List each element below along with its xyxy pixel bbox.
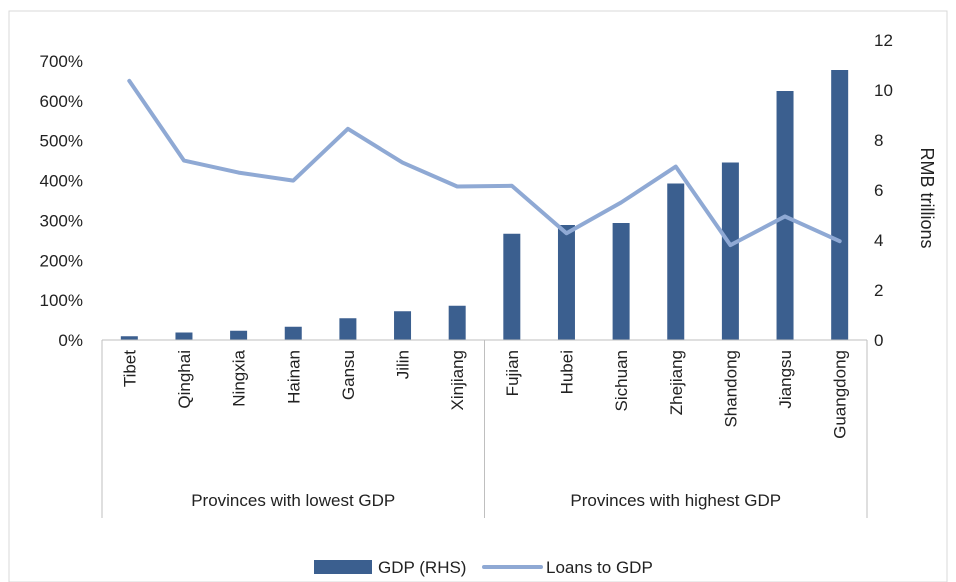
gdp-bar-sichuan xyxy=(612,223,630,340)
plot-area xyxy=(120,70,849,340)
category-label-jilin: Jilin xyxy=(394,350,413,379)
legend: GDP (RHS) Loans to GDP xyxy=(314,558,653,577)
gdp-bar-fujian xyxy=(503,233,521,340)
category-label-qinghai: Qinghai xyxy=(175,350,194,409)
right-tick-label: 2 xyxy=(874,281,883,300)
right-tick-label: 0 xyxy=(874,331,883,350)
left-tick-label: 300% xyxy=(40,211,83,230)
right-tick-label: 8 xyxy=(874,131,883,150)
category-label-guangdong: Guangdong xyxy=(831,350,850,439)
group-label-lowest: Provinces with lowest GDP xyxy=(191,491,395,510)
left-tick-label: 700% xyxy=(40,52,83,71)
left-tick-label: 0% xyxy=(58,331,83,350)
right-tick-label: 6 xyxy=(874,181,883,200)
left-tick-label: 500% xyxy=(40,132,83,151)
gdp-bar-jilin xyxy=(394,311,412,340)
group-label-highest: Provinces with highest GDP xyxy=(570,491,781,510)
right-tick-label: 4 xyxy=(874,231,883,250)
chart-border xyxy=(8,10,948,582)
gdp-bar-shandong xyxy=(721,162,739,340)
category-label-tibet: Tibet xyxy=(120,350,139,387)
loans-to-gdp-line xyxy=(127,78,842,248)
category-label-hainan: Hainan xyxy=(284,350,303,404)
legend-gdp-swatch xyxy=(314,560,372,574)
left-tick-label: 400% xyxy=(40,172,83,191)
left-tick-label: 600% xyxy=(40,92,83,111)
gdp-bar-zhejiang xyxy=(667,183,685,340)
category-label-hubei: Hubei xyxy=(557,350,576,394)
category-label-xinjiang: Xinjiang xyxy=(448,350,467,411)
gdp-bar-ningxia xyxy=(230,330,248,340)
gdp-bar-gansu xyxy=(339,318,357,340)
legend-loans-label: Loans to GDP xyxy=(546,558,653,577)
category-label-ningxia: Ningxia xyxy=(230,349,249,406)
left-tick-label: 100% xyxy=(40,291,83,310)
axes: 0% 100% 200% 300% 400% 500% 600% 700% 0 2 4 6 8 10 12 T… xyxy=(40,31,893,518)
category-label-gansu: Gansu xyxy=(339,350,358,400)
legend-gdp-label: GDP (RHS) xyxy=(378,558,466,577)
gdp-bar-hubei xyxy=(557,225,575,340)
right-tick-label: 10 xyxy=(874,81,893,100)
gdp-bar-qinghai xyxy=(175,332,193,340)
right-axis-title: RMB trillions xyxy=(917,147,937,248)
gdp-bar-xinjiang xyxy=(448,305,466,340)
left-tick-label: 200% xyxy=(40,251,83,270)
right-tick-label: 12 xyxy=(874,31,893,50)
gdp-bar-guangdong xyxy=(831,70,849,340)
category-label-sichuan: Sichuan xyxy=(612,350,631,411)
category-label-zhejiang: Zhejiang xyxy=(667,350,686,415)
category-label-fujian: Fujian xyxy=(503,350,522,396)
category-label-jiangsu: Jiangsu xyxy=(776,350,795,409)
category-label-shandong: Shandong xyxy=(721,350,740,428)
gdp-bar-tibet xyxy=(120,336,138,340)
gdp-bar-hainan xyxy=(284,326,302,340)
